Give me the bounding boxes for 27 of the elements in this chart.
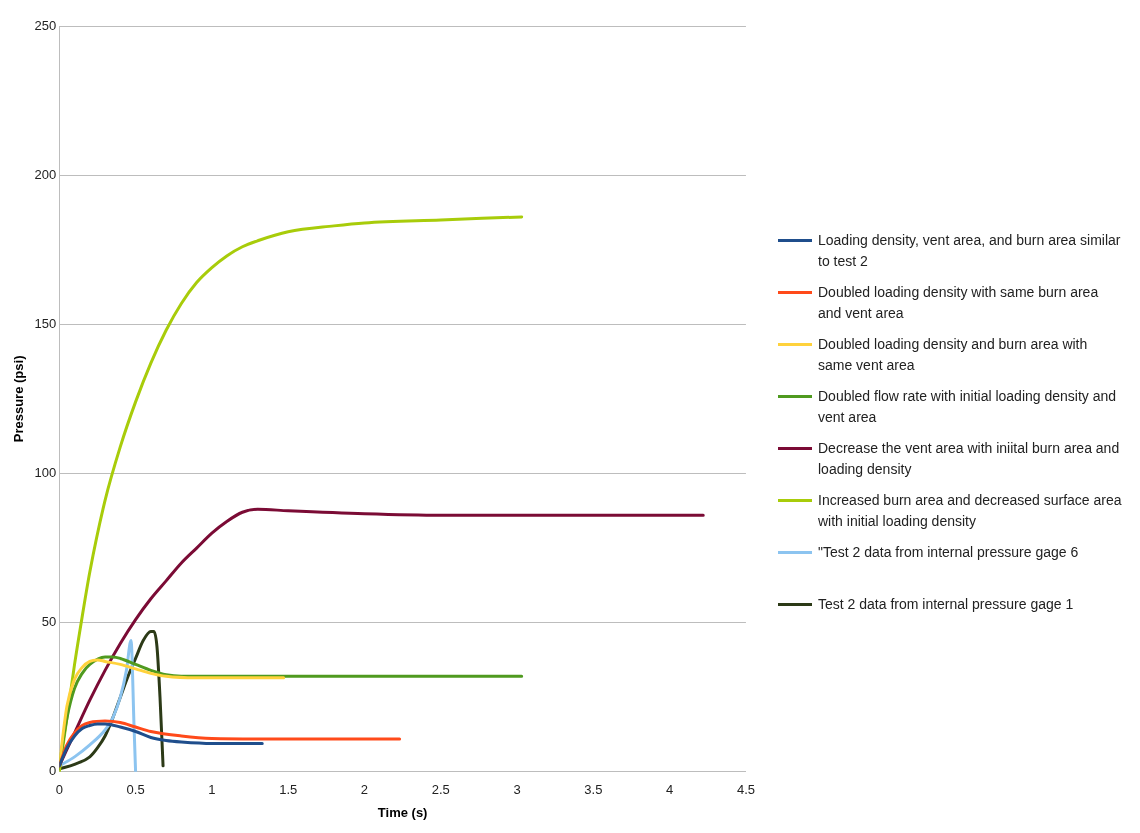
y-tick-label: 0 — [49, 763, 57, 779]
x-tick-label: 3.5 — [584, 782, 603, 798]
legend-label: Doubled loading density and burn area with same vent area — [818, 335, 1089, 375]
x-tick-label: 4 — [666, 782, 674, 798]
legend-label: Doubled flow rate with initial loading density and vent area — [818, 387, 1118, 427]
y-tick-label: 100 — [34, 465, 57, 481]
legend-label: Increased burn area and decreased surface area with initial loading density — [818, 491, 1123, 531]
x-tick-label: 2 — [360, 782, 369, 798]
x-axis-title: Time (s) — [377, 804, 428, 820]
x-tick-label: 2.5 — [431, 782, 450, 798]
x-tick-label: 3 — [513, 782, 521, 798]
x-tick-label: 0.5 — [126, 782, 145, 798]
y-axis-title: Pressure (psi) — [11, 355, 27, 443]
legend-label: Doubled loading density with same burn area and vent area — [818, 283, 1100, 323]
legend-label: Loading density, vent area, and burn area similar to test 2 — [818, 231, 1122, 271]
y-tick-label: 50 — [41, 614, 57, 630]
line-series — [59, 507, 705, 768]
x-tick-label: 1.5 — [279, 782, 298, 798]
legend-label: "Test 2 data from internal pressure gage 6 — [818, 543, 1079, 562]
x-tick-label: 1 — [208, 782, 216, 798]
y-tick-label: 200 — [34, 166, 57, 182]
legend-label: Test 2 data from internal pressure gage 1 — [818, 595, 1074, 614]
y-tick-label: 150 — [34, 315, 57, 331]
y-tick-label: 250 — [34, 17, 57, 33]
legend-label: Decrease the vent area with iniital burn area and loading density — [818, 439, 1121, 479]
x-tick-label: 4.5 — [736, 782, 755, 798]
line-series — [59, 722, 264, 768]
